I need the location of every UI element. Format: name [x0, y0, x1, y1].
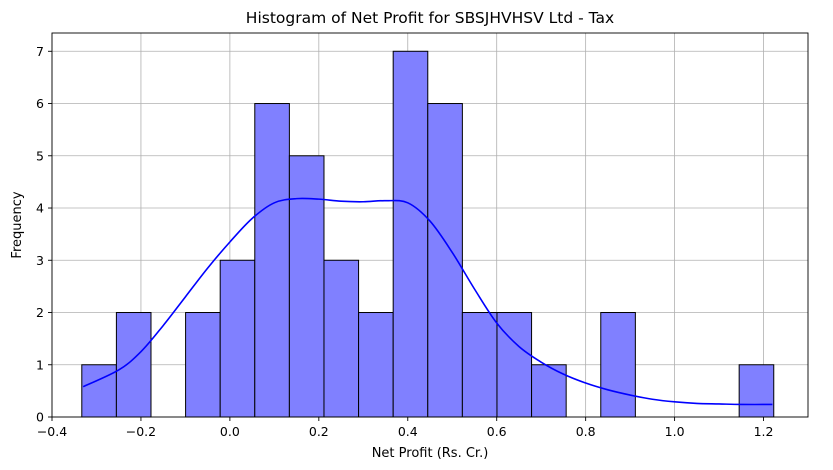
x-tick-label: −0.4: [37, 424, 67, 439]
x-tick-label: 0.2: [309, 424, 329, 439]
kde-curve: [82, 197, 773, 406]
x-tick-label: 0.8: [576, 424, 596, 439]
y-tick-label: 5: [36, 148, 44, 163]
x-tick-label: 0.6: [487, 424, 507, 439]
histogram-bar: [392, 50, 429, 418]
histogram-bar: [358, 312, 394, 418]
histogram-bar: [600, 312, 636, 418]
x-tick-label: 1.2: [754, 424, 774, 439]
axes-frame: [51, 32, 809, 418]
histogram-bars: [81, 50, 775, 418]
x-tick-label: 0.4: [398, 424, 418, 439]
histogram-bar: [115, 312, 152, 418]
y-tick-label: 4: [36, 201, 44, 216]
y-tick-label: 1: [36, 357, 44, 372]
histogram-bar: [185, 312, 221, 418]
histogram-bar: [738, 364, 775, 418]
x-axis-label: Net Profit (Rs. Cr.): [372, 446, 489, 461]
y-tick-label: 6: [36, 96, 44, 111]
histogram-bar: [288, 155, 325, 418]
histogram-bar: [461, 312, 498, 418]
y-axis-label: Frequency: [10, 191, 25, 258]
histogram-bar: [219, 259, 256, 418]
chart-title: Histogram of Net Profit for SBSJHVHSV Lt…: [246, 9, 614, 27]
axis-ticks: −0.4 −0.2 0.0 0.2 0.4 0.6 0.8 1.0 1.2 0 1 2 3 4 5 6 7: [36, 44, 773, 439]
histogram-bar: [323, 259, 360, 418]
histogram-bar: [254, 103, 290, 418]
y-tick-label: 0: [36, 410, 44, 425]
x-tick-label: 1.0: [665, 424, 685, 439]
histogram-bar: [81, 364, 117, 418]
y-tick-label: 2: [36, 305, 44, 320]
y-tick-label: 3: [36, 253, 44, 268]
x-tick-label: −0.2: [126, 424, 156, 439]
y-tick-label: 7: [36, 44, 44, 59]
histogram-bar: [496, 312, 533, 418]
x-tick-label: 0.0: [220, 424, 240, 439]
